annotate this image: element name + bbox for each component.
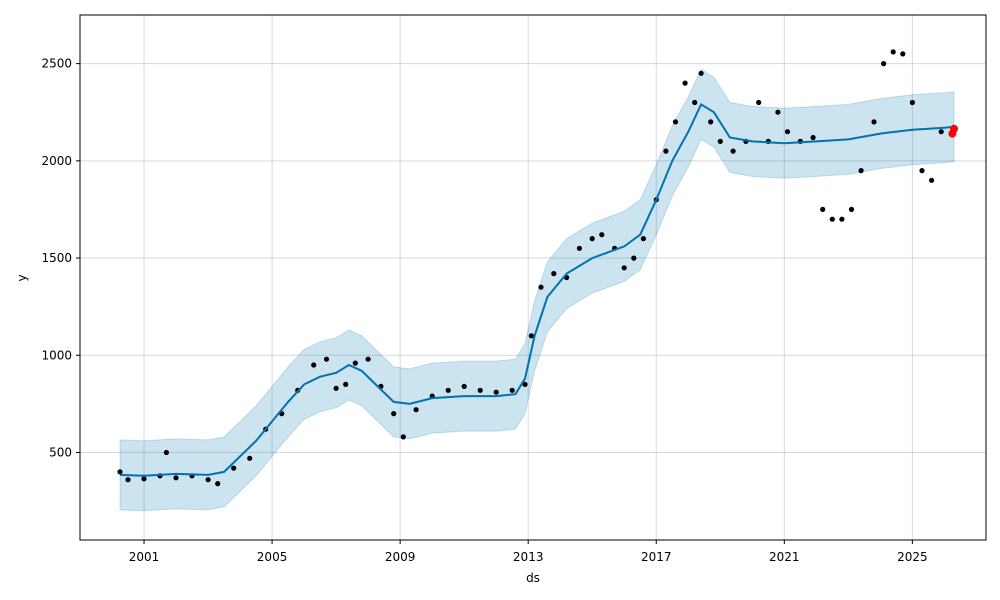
observed-point xyxy=(323,356,330,362)
y-tick-label: 2500 xyxy=(41,57,72,71)
observed-point xyxy=(640,236,647,242)
y-axis-label: y xyxy=(15,274,29,281)
x-axis-label: ds xyxy=(526,571,540,585)
observed-point xyxy=(522,381,528,387)
observed-point xyxy=(730,148,736,154)
observed-point xyxy=(938,129,944,135)
observed-point xyxy=(333,385,339,391)
x-tick-label: 2009 xyxy=(385,550,416,564)
observed-point xyxy=(400,434,406,440)
observed-point xyxy=(858,168,864,174)
observed-point xyxy=(682,80,688,86)
x-tick-label: 2005 xyxy=(257,550,288,564)
observed-point xyxy=(352,360,358,366)
x-tick-label: 2025 xyxy=(897,550,928,564)
observed-point xyxy=(538,284,544,290)
y-tick-label: 1000 xyxy=(41,348,72,362)
observed-point xyxy=(365,356,371,362)
uncertainty-band xyxy=(119,68,955,512)
x-tick-label: 2013 xyxy=(513,550,544,564)
observed-point xyxy=(173,475,179,481)
observed-point xyxy=(784,129,791,135)
forecast-line-layer xyxy=(119,102,955,477)
x-axis: 2001 2005 2009 2013 2017 2021 2025 xyxy=(129,540,928,564)
observed-point xyxy=(551,271,557,277)
observed-point xyxy=(698,70,704,76)
observed-point xyxy=(413,407,419,413)
y-axis: 500 1000 1500 2000 2500 xyxy=(41,57,80,460)
highlight-point xyxy=(950,124,958,133)
y-tick-label: 2000 xyxy=(41,154,72,168)
plot-frame xyxy=(79,14,987,541)
observed-point xyxy=(919,168,925,174)
x-tick-label: 2021 xyxy=(769,550,800,564)
observed-point xyxy=(708,119,714,125)
observed-point xyxy=(493,389,499,395)
y-tick-label: 500 xyxy=(49,446,72,460)
y-tick-label: 1500 xyxy=(41,251,72,265)
observed-point xyxy=(810,134,816,141)
observed-point xyxy=(631,255,637,261)
observed-point xyxy=(477,387,483,393)
observed-point xyxy=(445,387,451,393)
observed-point xyxy=(820,206,826,212)
observed-point xyxy=(117,469,123,475)
observed-point xyxy=(215,481,221,487)
observed-point xyxy=(343,381,349,387)
observed-point xyxy=(717,138,723,144)
observed-point xyxy=(589,236,595,242)
observed-point xyxy=(881,61,887,67)
highlight-points-layer xyxy=(948,124,958,138)
observed-point xyxy=(829,216,835,222)
observed-point xyxy=(900,51,906,57)
grid xyxy=(80,15,986,540)
observed-point xyxy=(890,49,896,55)
observed-point xyxy=(848,206,855,212)
observed-point xyxy=(621,265,627,271)
observed-point xyxy=(461,383,467,389)
observed-point xyxy=(528,333,535,339)
forecast-line xyxy=(119,102,955,477)
observed-point xyxy=(311,362,317,368)
observed-point xyxy=(391,411,397,417)
observed-point xyxy=(929,177,935,183)
observed-point xyxy=(163,449,169,456)
observed-point xyxy=(909,99,916,106)
observed-point xyxy=(125,477,131,483)
uncertainty-band-layer xyxy=(119,68,955,512)
observed-point xyxy=(141,476,147,482)
observed-point xyxy=(756,99,762,106)
observed-point xyxy=(672,119,679,125)
observed-point xyxy=(231,465,237,471)
observed-point xyxy=(775,109,781,115)
observed-point xyxy=(599,232,605,238)
observed-point xyxy=(692,99,698,106)
x-tick-label: 2017 xyxy=(641,550,672,564)
observed-point xyxy=(247,455,253,461)
observed-point xyxy=(205,477,211,483)
observed-point xyxy=(509,387,515,393)
observed-point xyxy=(871,119,877,125)
observed-point xyxy=(663,148,669,154)
observed-point xyxy=(576,245,583,251)
x-tick-label: 2001 xyxy=(129,550,160,564)
observed-point xyxy=(839,216,845,222)
